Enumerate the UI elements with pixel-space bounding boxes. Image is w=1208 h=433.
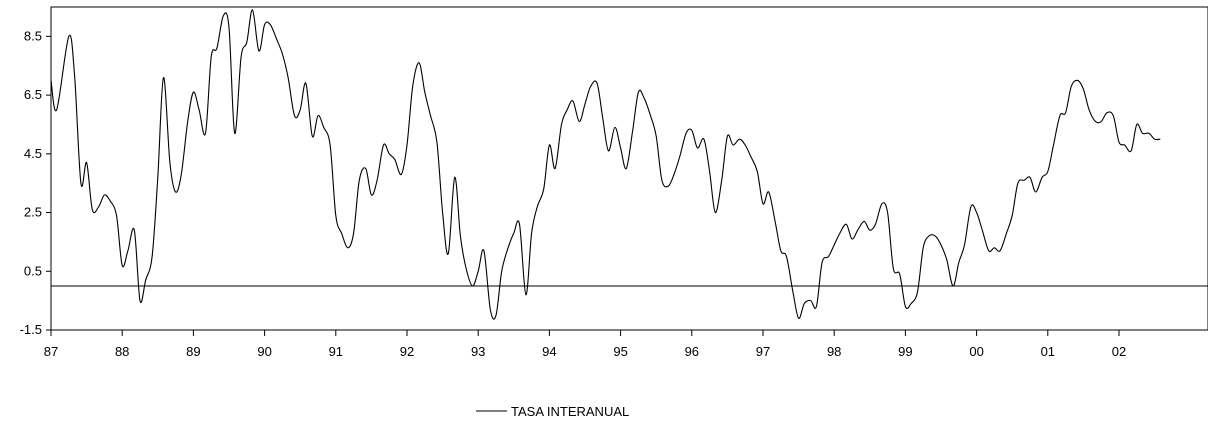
y-tick-label: 8.5 bbox=[24, 28, 42, 43]
x-tick-label: 97 bbox=[756, 344, 770, 359]
y-tick-label: 4.5 bbox=[24, 146, 42, 161]
x-tick-label: 99 bbox=[898, 344, 912, 359]
y-tick-label: -1.5 bbox=[20, 322, 42, 337]
x-tick-label: 02 bbox=[1112, 344, 1126, 359]
plot-area bbox=[50, 6, 1208, 331]
x-tick-label: 96 bbox=[685, 344, 699, 359]
x-tick-label: 92 bbox=[400, 344, 414, 359]
x-tick-label: 89 bbox=[186, 344, 200, 359]
legend-label: TASA INTERANUAL bbox=[511, 404, 629, 419]
y-tick-label: 2.5 bbox=[24, 205, 42, 220]
y-tick-label: 6.5 bbox=[24, 87, 42, 102]
x-tick-label: 93 bbox=[471, 344, 485, 359]
y-tick-label: 0.5 bbox=[24, 263, 42, 278]
x-tick-label: 98 bbox=[827, 344, 841, 359]
x-tick-label: 90 bbox=[257, 344, 271, 359]
x-tick-label: 94 bbox=[542, 344, 556, 359]
legend: TASA INTERANUAL bbox=[476, 404, 629, 419]
x-tick-label: 88 bbox=[115, 344, 129, 359]
x-tick-label: 91 bbox=[329, 344, 343, 359]
x-tick-label: 95 bbox=[613, 344, 627, 359]
x-tick-label: 00 bbox=[969, 344, 983, 359]
series-line bbox=[50, 9, 1161, 320]
x-tick-label: 87 bbox=[44, 344, 58, 359]
x-tick-label: 01 bbox=[1041, 344, 1055, 359]
